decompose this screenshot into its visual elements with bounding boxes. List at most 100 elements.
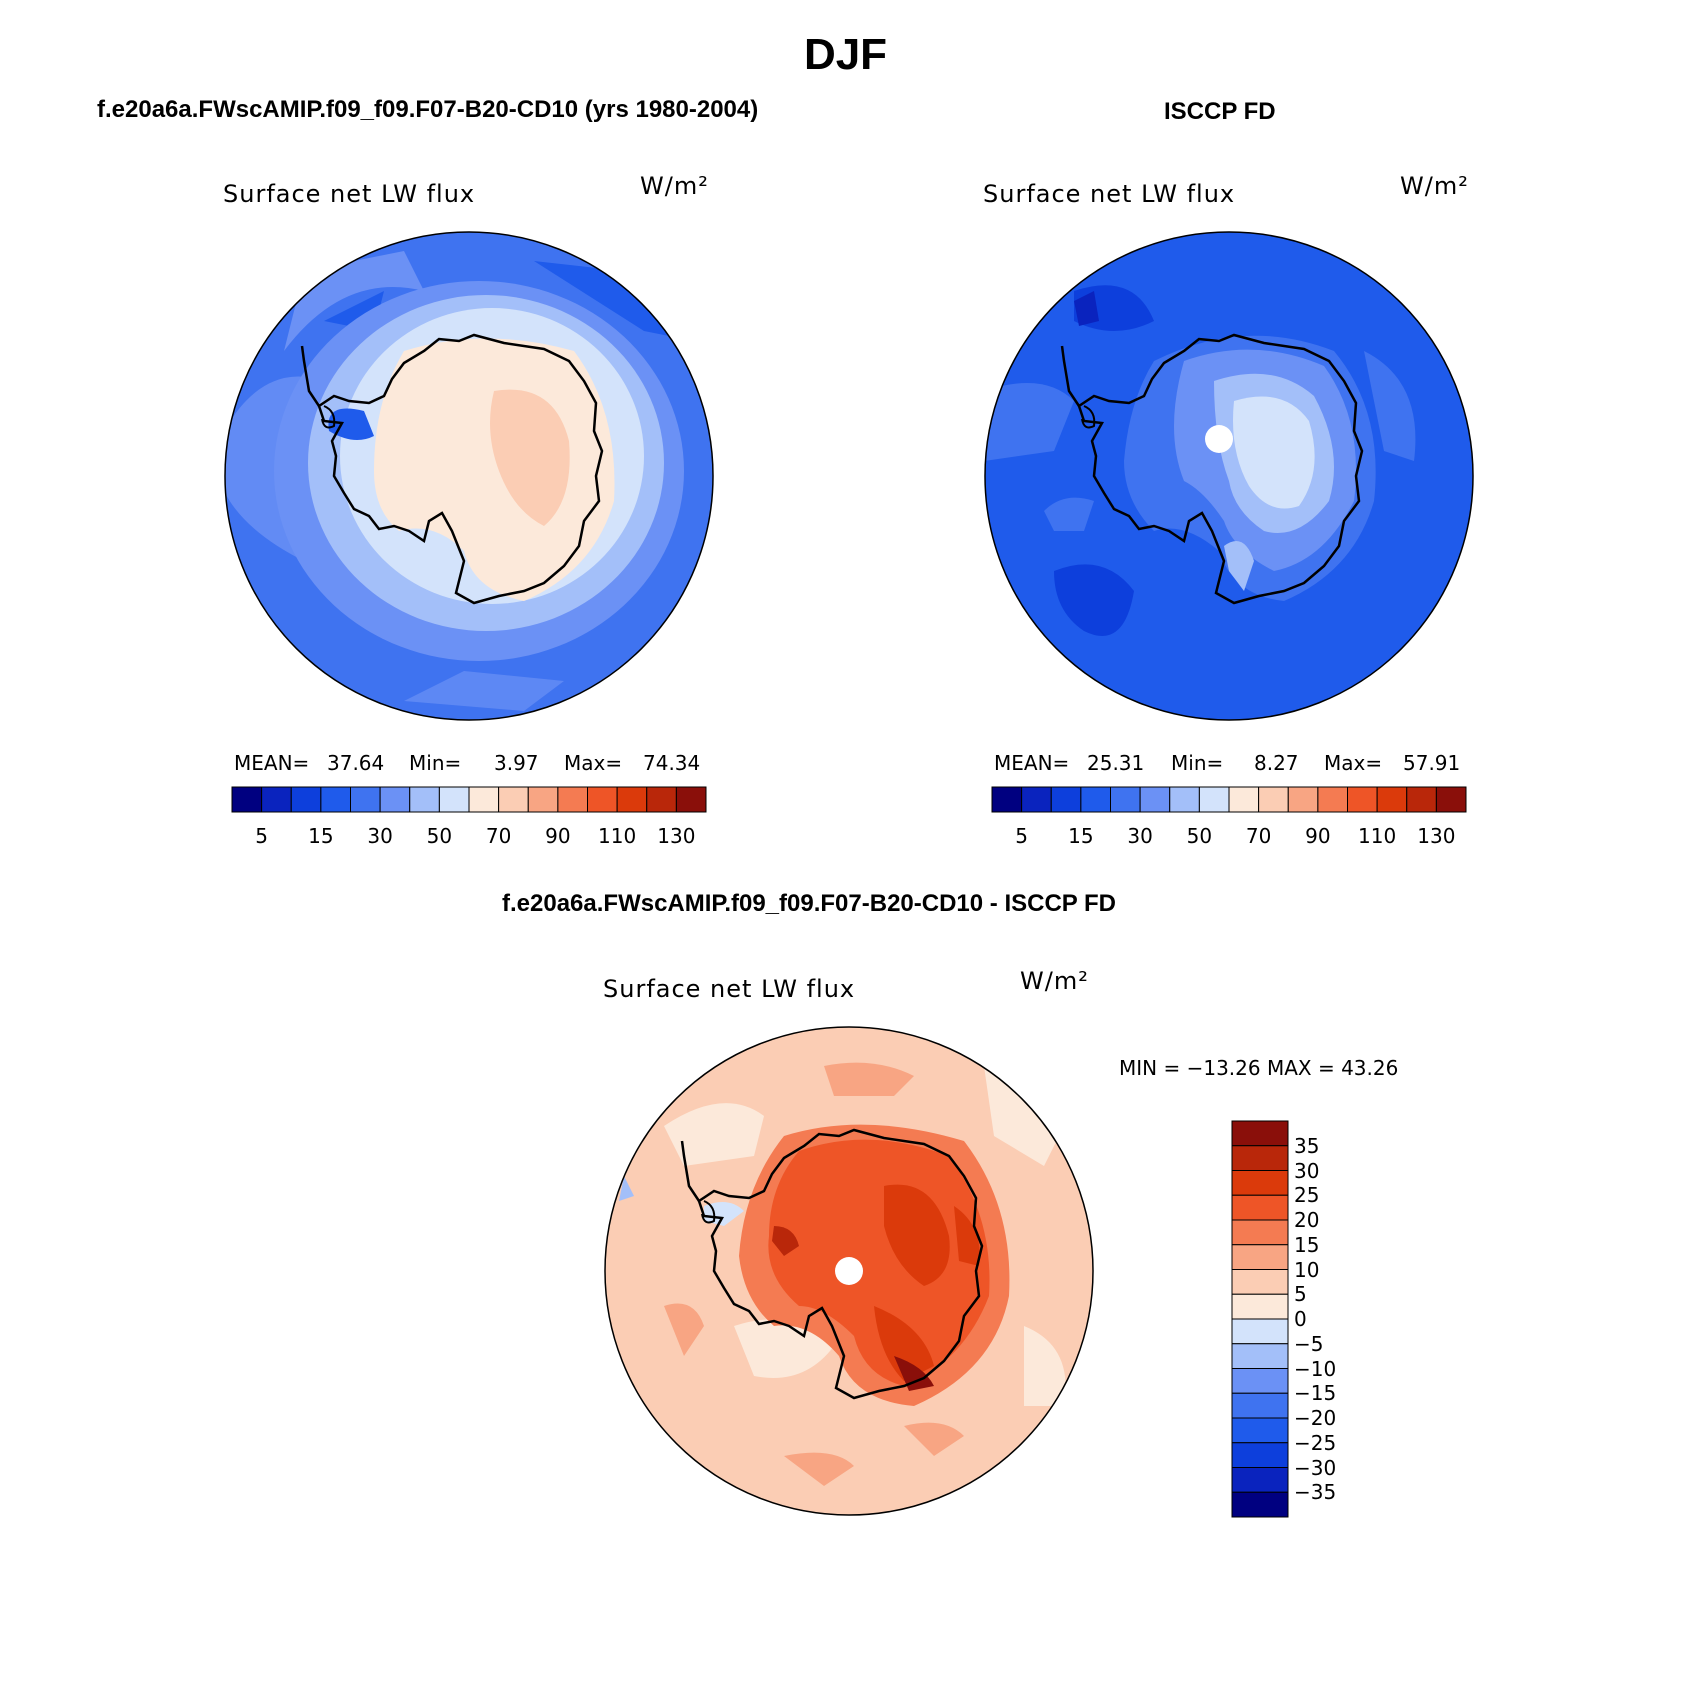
model-colorbar-swatch — [320, 786, 351, 813]
diff-colorbar-tick-label: 30 — [1294, 1158, 1320, 1183]
obs-colorbar-swatch — [1169, 786, 1200, 813]
model-colorbar-tick-label: 90 — [545, 824, 571, 848]
model-antarctica-coastline — [317, 333, 604, 605]
model-mean-value: 37.64 — [327, 751, 385, 775]
model-colorbar-swatch — [350, 786, 381, 813]
diff-colorbar-tick-label: −25 — [1294, 1430, 1337, 1455]
model-units-label: W/m² — [640, 172, 709, 200]
obs-colorbar-swatch — [1376, 786, 1408, 813]
diff-units-label: W/m² — [1020, 967, 1089, 995]
diff-colorbar-tick-label: 35 — [1294, 1133, 1320, 1158]
obs-max-label: Max= — [1324, 751, 1383, 775]
obs-max-value: 57.91 — [1403, 751, 1461, 775]
obs-pole-gap — [1205, 425, 1233, 453]
obs-colorbar-swatch — [1287, 786, 1319, 813]
obs-colorbar-swatch — [1317, 786, 1348, 813]
obs-colorbar-swatch — [1050, 786, 1082, 813]
model-colorbar-swatch — [498, 786, 529, 813]
obs-colorbar-swatch — [1198, 786, 1230, 813]
obs-map-border — [984, 231, 1474, 721]
model-min-label: Min= — [409, 751, 462, 775]
obs-colorbar-swatch — [1228, 786, 1260, 813]
diff-colorbar-tick-label: −20 — [1294, 1406, 1337, 1430]
diff-antarctica-coastline — [697, 1128, 984, 1400]
model-colorbar-swatch — [231, 786, 263, 813]
figure-title: DJF — [803, 30, 888, 79]
diff-colorbar-tick-label: 0 — [1294, 1307, 1307, 1331]
model-colorbar-swatch — [379, 786, 411, 813]
obs-colorbar-swatch — [991, 786, 1023, 813]
diff-colorbar-tick-label: −30 — [1294, 1455, 1337, 1480]
model-colorbar-swatch — [468, 786, 500, 813]
model-colorbar-swatch — [527, 786, 559, 813]
obs-colorbar-tick-label: 110 — [1358, 824, 1397, 848]
diff-colorbar-swatch — [1231, 1318, 1289, 1345]
obs-colorbar-tick-label: 5 — [1015, 824, 1028, 848]
model-colorbar-swatch — [409, 786, 440, 813]
obs-colorbar — [991, 786, 1467, 813]
diff-colorbar-tick-label: 10 — [1294, 1257, 1320, 1282]
model-colorbar-tick-label: 15 — [308, 824, 334, 848]
diff-panel-title: f.e20a6a.FWscAMIP.f09_f09.F07-B20-CD10 -… — [502, 890, 1117, 917]
diff-colorbar-swatch — [1231, 1145, 1289, 1171]
model-colorbar-swatch — [616, 786, 648, 813]
obs-colorbar-swatch — [1021, 786, 1052, 813]
obs-mean-label: MEAN= — [994, 751, 1070, 775]
diff-colorbar-swatch — [1231, 1343, 1289, 1369]
obs-panel-title: ISCCP FD — [1164, 98, 1276, 125]
obs-colorbar-swatch — [1139, 786, 1171, 813]
obs-min-label: Min= — [1171, 751, 1224, 775]
diff-colorbar-tick-label: 25 — [1294, 1183, 1320, 1208]
diff-colorbar-swatch — [1231, 1417, 1289, 1444]
diff-minmax-text: MIN = −13.26 MAX = 43.26 — [1119, 1056, 1399, 1080]
model-colorbar-swatch — [290, 786, 322, 813]
model-min-value: 3.97 — [494, 751, 539, 775]
model-variable-label: Surface net LW flux — [223, 180, 476, 208]
diff-polar-map — [604, 1026, 1094, 1516]
diff-colorbar-tick-label: −5 — [1294, 1331, 1324, 1356]
obs-antarctica-coastline — [1077, 333, 1364, 605]
obs-min-value: 8.27 — [1254, 751, 1299, 775]
model-map-border — [224, 231, 714, 721]
obs-colorbar-swatch — [1110, 786, 1141, 813]
model-colorbar-tick-label: 50 — [426, 824, 453, 848]
diff-colorbar-swatch — [1231, 1120, 1289, 1147]
obs-colorbar-swatch — [1258, 786, 1289, 813]
obs-units-label: W/m² — [1400, 172, 1469, 200]
obs-colorbar-tick-label: 130 — [1417, 824, 1456, 848]
obs-colorbar-swatch — [1435, 786, 1467, 813]
model-colorbar-swatch — [438, 786, 470, 813]
diff-colorbar-swatch — [1231, 1442, 1289, 1468]
obs-colorbar-tick-label: 90 — [1305, 824, 1331, 848]
obs-variable-label: Surface net LW flux — [983, 180, 1236, 208]
diff-colorbar-swatch — [1231, 1194, 1289, 1221]
diff-colorbar-tick-label: −15 — [1294, 1381, 1337, 1406]
diff-pole-gap — [835, 1257, 863, 1285]
obs-colorbar-swatch — [1080, 786, 1111, 813]
model-polar-map — [224, 231, 714, 721]
model-colorbar-tick-label: 130 — [657, 824, 696, 848]
obs-colorbar-tick-label: 70 — [1245, 824, 1272, 848]
model-mean-label: MEAN= — [234, 751, 310, 775]
diff-colorbar-swatch — [1231, 1392, 1289, 1419]
diff-colorbar — [1231, 1120, 1289, 1518]
diff-colorbar-swatch — [1231, 1293, 1289, 1320]
diff-colorbar-tick-label: 15 — [1294, 1232, 1320, 1257]
model-max-label: Max= — [564, 751, 623, 775]
diff-colorbar-tick-label: 20 — [1294, 1208, 1320, 1232]
obs-mean-value: 25.31 — [1087, 751, 1145, 775]
diff-colorbar-tick-label: −35 — [1294, 1480, 1337, 1505]
diff-colorbar-swatch — [1231, 1491, 1289, 1518]
model-colorbar-tick-label: 5 — [255, 824, 268, 848]
diff-colorbar-swatch — [1231, 1219, 1289, 1246]
obs-colorbar-swatch — [1406, 786, 1437, 813]
model-colorbar-swatch — [587, 786, 618, 813]
model-panel-title: f.e20a6a.FWscAMIP.f09_f09.F07-B20-CD10 (… — [97, 96, 759, 123]
model-colorbar-swatch — [261, 786, 292, 813]
obs-colorbar-tick-label: 30 — [1127, 824, 1153, 848]
diff-map-border — [604, 1026, 1094, 1516]
diff-colorbar-swatch — [1231, 1467, 1289, 1493]
model-colorbar-swatch — [646, 786, 677, 813]
model-colorbar-tick-label: 110 — [598, 824, 637, 848]
diff-colorbar-tick-label: −10 — [1294, 1356, 1337, 1381]
